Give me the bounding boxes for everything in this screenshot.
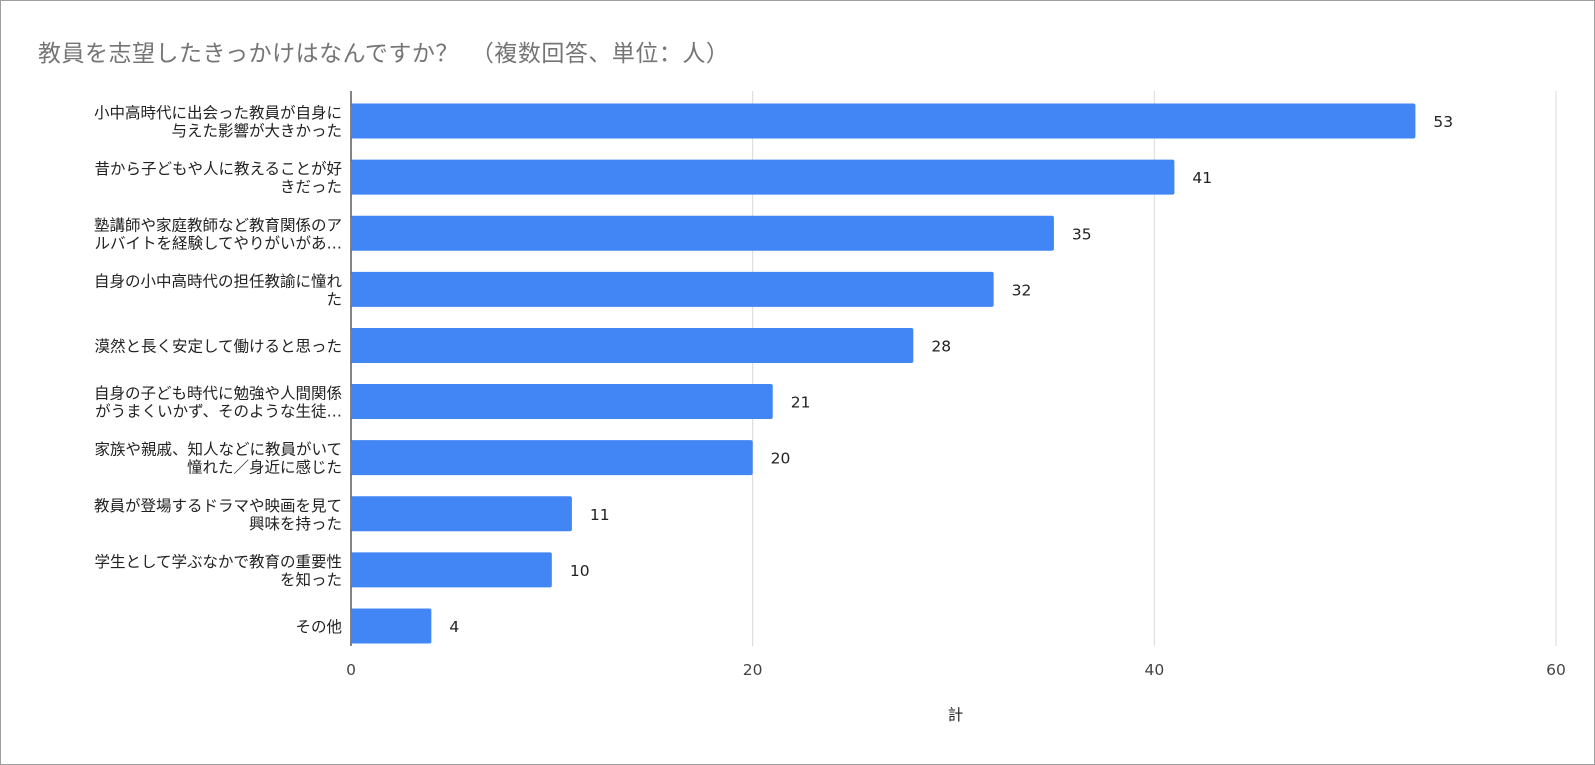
category-label: 漠然と長く安定して働けると思った	[94, 337, 342, 355]
bar	[351, 608, 432, 644]
bar	[351, 552, 552, 588]
category-label: がうまくいかず、そのような生徒…	[95, 403, 342, 421]
category-label: 与えた影響が大きかった	[171, 122, 342, 140]
data-label: 21	[791, 394, 811, 412]
category-label: 小中高時代に出会った教員が自身に	[94, 104, 342, 122]
category-label: 憧れた／身近に感じた	[187, 459, 342, 477]
x-tick-label: 60	[1546, 661, 1566, 679]
chart-title: 教員を志望したきっかけはなんですか？ （複数回答、単位：人）	[38, 41, 730, 67]
category-label: 家族や親戚、知人などに教員がいて	[94, 441, 342, 459]
bar	[351, 159, 1175, 195]
x-axis-title: 計	[948, 706, 964, 724]
data-label: 35	[1072, 225, 1092, 243]
bar	[351, 271, 994, 307]
value-labels: 53 41 35 32 28 21 20 11 10 4	[449, 113, 1453, 636]
category-label: た	[326, 290, 342, 308]
x-tick-label: 40	[1144, 661, 1164, 679]
bar	[351, 384, 773, 420]
category-label: 昔から子どもや人に教えることが好	[94, 160, 342, 178]
category-label: 教員が登場するドラマや映画を見て	[94, 497, 342, 515]
data-label: 53	[1433, 113, 1453, 131]
data-label: 28	[931, 337, 951, 355]
category-label: 自身の子ども時代に勉強や人間関係	[94, 385, 342, 403]
bar	[351, 103, 1416, 139]
category-label: 自身の小中高時代の担任教諭に憧れ	[94, 272, 343, 290]
data-label: 20	[771, 450, 791, 468]
category-label: その他	[295, 618, 342, 636]
x-tick-label: 20	[743, 661, 763, 679]
data-label: 4	[449, 618, 459, 636]
category-label: ルバイトを経験してやりがいがあ…	[94, 234, 342, 252]
data-label: 10	[570, 562, 590, 580]
category-labels: 小中高時代に出会った教員が自身に与えた影響が大きかった昔から子どもや人に教えるこ…	[94, 104, 343, 636]
category-label: 興味を持った	[249, 515, 342, 533]
category-label: 塾講師や家庭教師など教育関係のア	[94, 216, 342, 234]
x-tick-labels: 0 20 40 60	[346, 661, 1566, 679]
data-label: 32	[1012, 281, 1032, 299]
bar	[351, 440, 753, 476]
bar	[351, 496, 572, 532]
data-label: 41	[1192, 169, 1212, 187]
bars	[351, 103, 1416, 644]
bar	[351, 215, 1054, 251]
category-label: 学生として学ぶなかで教育の重要性	[94, 553, 342, 571]
x-tick-label: 0	[346, 661, 356, 679]
category-label: きだった	[280, 178, 342, 196]
bar	[351, 327, 914, 363]
category-label: を知った	[280, 571, 342, 589]
data-label: 11	[590, 506, 610, 524]
